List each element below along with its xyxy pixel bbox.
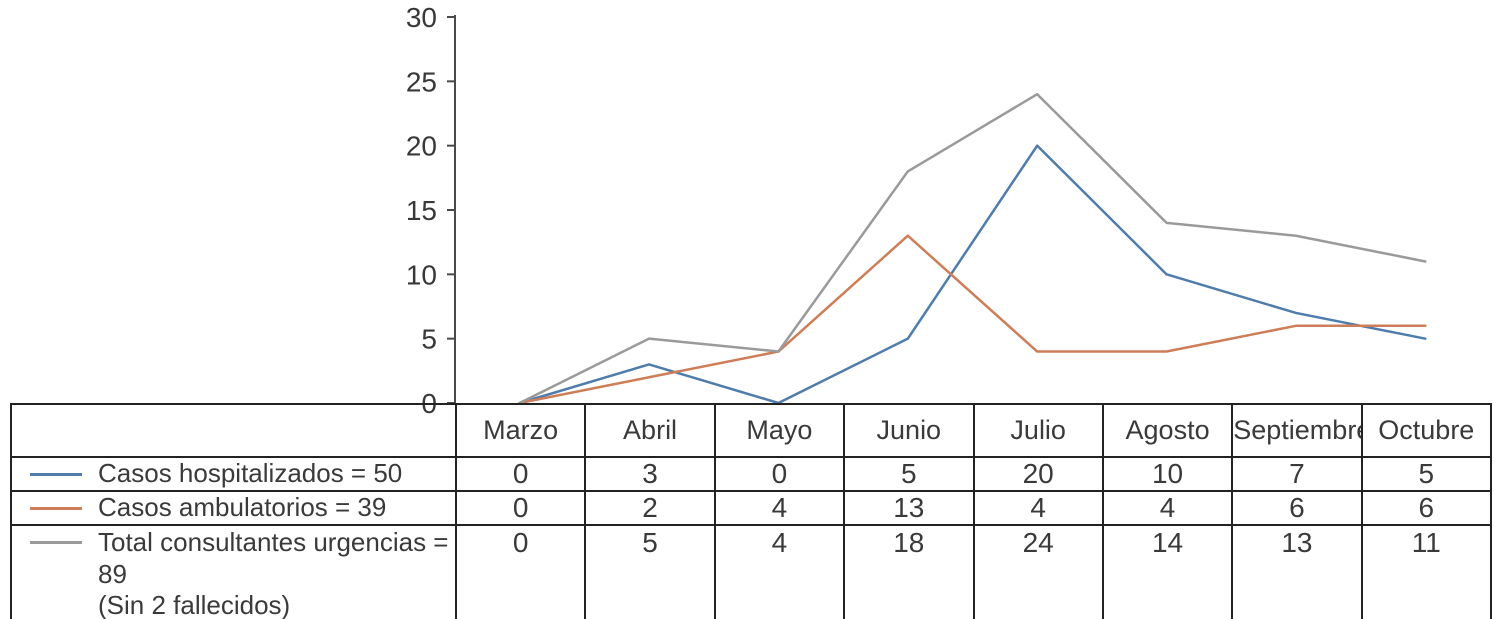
series-row-ambulatorios: Casos ambulatorios = 39 0 2 4 13 4 4 6 6 bbox=[10, 490, 1493, 526]
value-cell: 18 bbox=[843, 523, 975, 619]
y-axis-tick-label: 20 bbox=[406, 131, 437, 162]
value-cell: 4 bbox=[1101, 490, 1234, 526]
month-header-cell: Julio bbox=[972, 403, 1104, 458]
series-row-hospitalizados: Casos hospitalizados = 50 0 3 0 5 20 10 7 5 bbox=[10, 456, 1493, 492]
value-cell: 11 bbox=[1360, 523, 1493, 619]
data-table: Marzo Abril Mayo Junio Julio Agosto Septiembre… bbox=[10, 403, 1493, 619]
value-cell: 14 bbox=[1101, 523, 1234, 619]
series-line-2 bbox=[518, 92, 1427, 405]
value-cell: 0 bbox=[454, 456, 587, 492]
value-cell: 5 bbox=[1360, 456, 1493, 492]
y-axis-tick-label: 15 bbox=[406, 195, 437, 226]
value-cell: 10 bbox=[1101, 456, 1234, 492]
value-cell: 7 bbox=[1231, 456, 1363, 492]
legend-label-total-urgencias-line2: (Sin 2 fallecidos) bbox=[98, 590, 291, 619]
legend-cell-ambulatorios: Casos ambulatorios = 39 bbox=[10, 490, 457, 526]
value-cell: 0 bbox=[454, 490, 587, 526]
value-cell: 6 bbox=[1231, 490, 1363, 526]
y-axis-tick-label: 10 bbox=[406, 259, 437, 290]
value-cell: 2 bbox=[584, 490, 716, 526]
legend-line-swatch-orange-icon bbox=[30, 506, 82, 510]
series-row-total-urgencias: Total consultantes urgencias = 89 (Sin 2… bbox=[10, 523, 1493, 619]
legend-cell-hospitalizados: Casos hospitalizados = 50 bbox=[10, 456, 457, 492]
value-cell: 4 bbox=[713, 523, 846, 619]
value-cell: 13 bbox=[1231, 523, 1363, 619]
value-cell: 0 bbox=[713, 456, 846, 492]
value-cell: 5 bbox=[584, 523, 716, 619]
y-axis-tick-label: 30 bbox=[406, 2, 437, 33]
month-header-cell: Abril bbox=[584, 403, 716, 458]
y-axis-tick-label: 25 bbox=[406, 66, 437, 97]
month-header-row: Marzo Abril Mayo Junio Julio Agosto Septiembre… bbox=[10, 403, 1493, 458]
value-cell: 13 bbox=[843, 490, 975, 526]
legend-cell-total-urgencias: Total consultantes urgencias = 89 (Sin 2… bbox=[10, 523, 457, 619]
value-cell: 0 bbox=[454, 523, 587, 619]
series-line-1 bbox=[518, 234, 1427, 405]
month-header-cell: Mayo bbox=[713, 403, 846, 458]
month-header-cell: Junio bbox=[843, 403, 975, 458]
legend-line-swatch-blue-icon bbox=[30, 472, 82, 476]
table-spacer-cell bbox=[10, 403, 457, 458]
month-header-cell: Septiembre bbox=[1231, 403, 1363, 458]
value-cell: 24 bbox=[972, 523, 1104, 619]
month-header-cell: Agosto bbox=[1101, 403, 1234, 458]
value-cell: 6 bbox=[1360, 490, 1493, 526]
value-cell: 3 bbox=[584, 456, 716, 492]
month-header-cell: Marzo bbox=[454, 403, 587, 458]
month-header-cell: Octubre bbox=[1360, 403, 1493, 458]
value-cell: 20 bbox=[972, 456, 1104, 492]
legend-label-hospitalizados: Casos hospitalizados = 50 bbox=[98, 458, 403, 489]
value-cell: 4 bbox=[713, 490, 846, 526]
legend-label-total-urgencias: Total consultantes urgencias = 89 bbox=[98, 527, 449, 589]
legend-label-ambulatorios: Casos ambulatorios = 39 bbox=[98, 492, 387, 523]
legend-line-swatch-gray-icon bbox=[30, 541, 82, 544]
y-axis-tick-label: 5 bbox=[421, 324, 437, 355]
value-cell: 4 bbox=[972, 490, 1104, 526]
value-cell: 5 bbox=[843, 456, 975, 492]
series-line-0 bbox=[518, 144, 1427, 405]
